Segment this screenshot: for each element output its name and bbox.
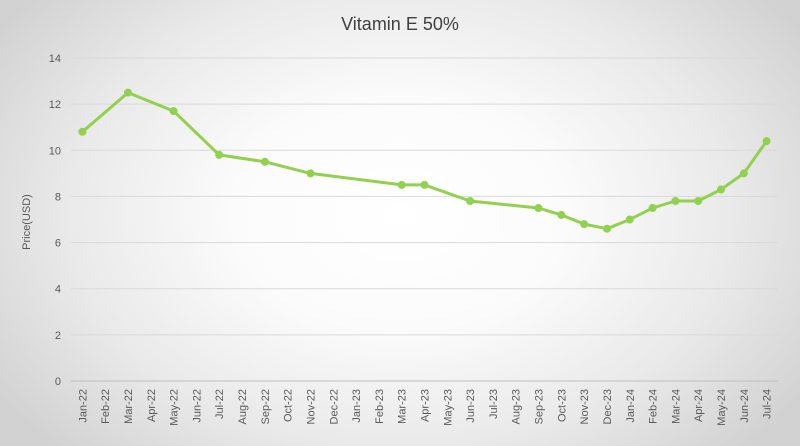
x-tick-label: Dec-23 [602,389,614,424]
data-point [78,127,87,136]
x-tick-label: Dec-22 [328,389,340,424]
x-tick-label: Apr-23 [420,389,432,422]
x-tick-label: Apr-22 [146,389,158,422]
data-point [648,204,657,212]
x-tick-label: Mar-24 [670,389,682,424]
x-tick-label: Sep-23 [534,389,546,424]
data-point [603,224,611,233]
x-tick-label: Jun-23 [465,389,477,423]
y-tick-label: 10 [49,145,61,157]
x-tick-label: Nov-22 [305,389,317,424]
x-tick-label: Nov-23 [579,389,591,424]
x-tick-label: Jul-22 [214,389,226,419]
x-tick-label: Feb-23 [374,389,386,424]
x-tick-label: Jan-23 [351,389,363,423]
data-point [215,150,224,159]
y-tick-label: 6 [55,238,61,250]
x-tick-label: May-24 [716,389,728,426]
data-point [124,88,132,97]
x-tick-label: Feb-22 [100,389,112,424]
y-tick-label: 14 [49,53,61,65]
data-point [534,204,543,212]
x-tick-label: Jun-22 [191,389,203,423]
data-point [260,157,269,166]
x-tick-label: Jan-22 [77,389,89,423]
x-tick-label: Jan-24 [625,389,637,423]
x-tick-label: Aug-23 [511,389,523,424]
data-point [306,169,315,178]
data-point [397,180,406,189]
x-tick-label: Jul-24 [762,389,774,419]
data-point [169,107,178,116]
data-point [671,197,680,205]
x-tick-label: Jun-24 [739,389,751,423]
data-point [420,180,429,189]
x-tick-label: Aug-22 [237,389,249,424]
data-point [466,197,475,205]
x-tick-label: Jul-23 [488,389,500,419]
y-tick-label: 12 [49,99,61,111]
y-tick-label: 2 [55,330,61,342]
x-tick-label: Oct-22 [283,389,295,422]
x-tick-label: May-23 [442,389,454,426]
data-point [625,215,634,224]
x-tick-label: Mar-22 [123,389,135,424]
y-tick-label: 4 [55,284,61,296]
data-point [739,169,748,178]
x-tick-label: May-22 [169,389,181,426]
y-tick-label: 8 [55,191,61,203]
x-tick-label: Mar-23 [397,389,409,424]
data-point [717,185,725,194]
data-point [694,197,703,205]
y-tick-label: 0 [55,376,61,388]
x-tick-label: Apr-24 [693,389,705,422]
data-point [557,210,566,219]
x-tick-label: Oct-23 [556,389,568,422]
series-line [80,91,769,231]
x-tick-label: Feb-24 [648,389,660,424]
x-tick-label: Sep-22 [260,389,272,424]
chart-title: Vitamin E 50% [341,14,459,34]
data-point [762,137,771,146]
data-point [580,220,589,229]
